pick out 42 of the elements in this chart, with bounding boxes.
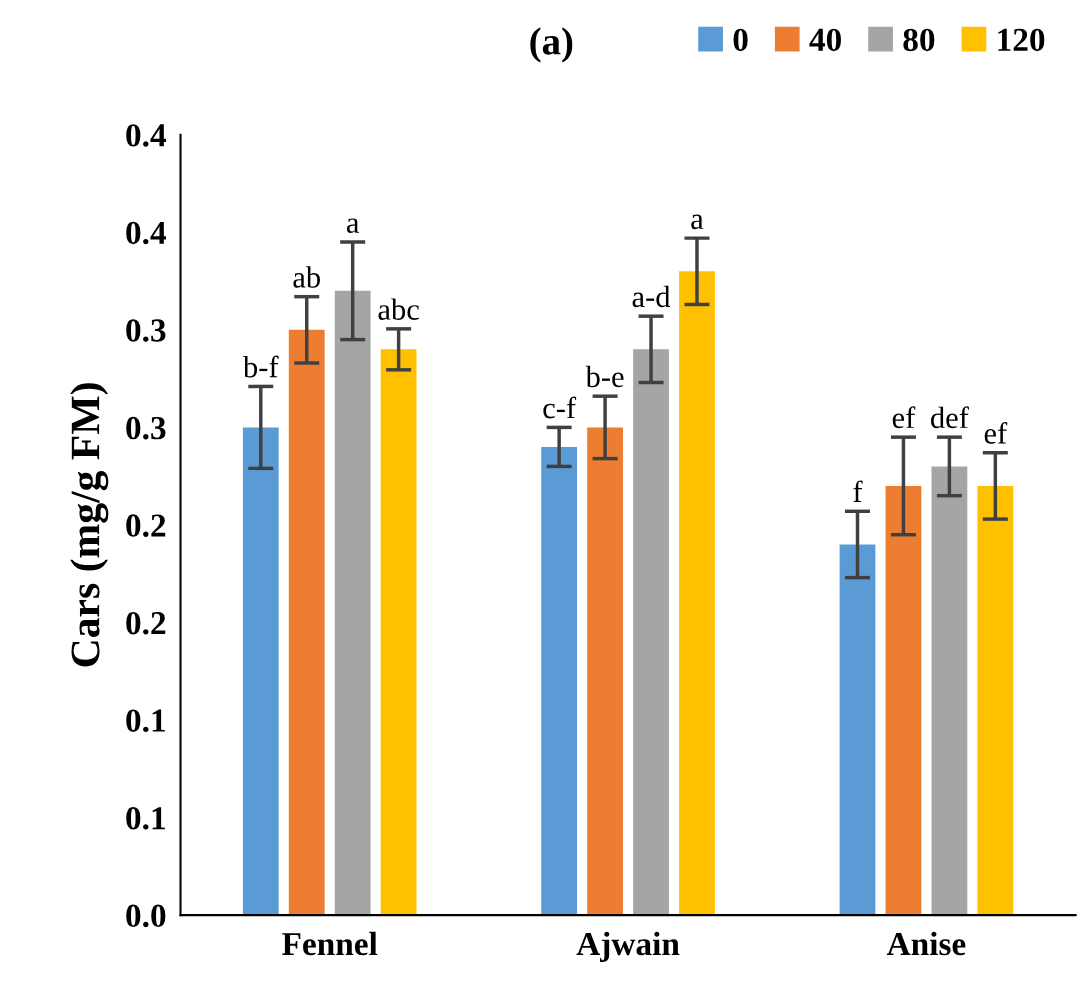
annotation: a [346,218,360,234]
y-tick-label: 0.2 [126,611,166,635]
bar [288,329,325,916]
bar [885,485,922,916]
annotation: b-e [585,365,624,388]
y-tick-label: 0.0 [126,904,166,928]
y-tick-label: 0.2 [126,514,166,537]
legend-label: 120 [998,28,1045,52]
annotation: a [691,214,704,230]
bar [380,349,417,916]
y-axis-title: Cars (mg/g FM) [70,383,109,667]
y-tick-label: 0.4 [126,124,167,147]
annotation: ab [293,266,320,288]
y-tick-label: 0.3 [126,319,166,342]
chart-title: (a) [530,27,573,63]
annotation: def [930,406,969,429]
bar [242,427,279,916]
y-tick-label: 0.1 [126,807,165,830]
bar [839,544,876,916]
annotation: abc [378,298,419,320]
y-tick-label: 0.1 [126,709,165,733]
annotation: c-f [543,396,577,419]
x-tick-label: Ajwain [576,931,680,963]
x-tick-label: Fennel [282,931,378,956]
legend-label: 40 [809,28,841,52]
legend-label: 0 [733,28,748,52]
y-tick-label: 0.4 [126,221,167,245]
y-tick-label: 0.3 [126,416,166,440]
bar [633,349,669,916]
bar [541,446,578,916]
annotation: f [853,480,863,503]
annotation: ef [892,406,916,429]
bar [587,427,623,916]
annotation: a-d [632,285,671,308]
annotation: b-f [242,355,279,378]
bar [931,466,968,916]
annotation: ef [984,421,1008,444]
bar [679,271,715,916]
x-tick-label: Anise [886,931,966,956]
bar [334,290,371,916]
bar [977,485,1014,916]
legend-label: 80 [903,28,935,52]
